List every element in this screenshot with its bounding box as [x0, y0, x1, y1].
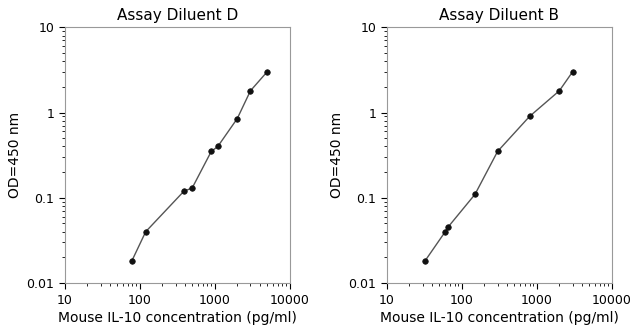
- X-axis label: Mouse IL-10 concentration (pg/ml): Mouse IL-10 concentration (pg/ml): [58, 311, 297, 325]
- X-axis label: Mouse IL-10 concentration (pg/ml): Mouse IL-10 concentration (pg/ml): [380, 311, 619, 325]
- Y-axis label: OD=450 nm: OD=450 nm: [8, 112, 22, 198]
- Y-axis label: OD=450 nm: OD=450 nm: [330, 112, 344, 198]
- Title: Assay Diluent D: Assay Diluent D: [116, 8, 238, 23]
- Title: Assay Diluent B: Assay Diluent B: [439, 8, 559, 23]
